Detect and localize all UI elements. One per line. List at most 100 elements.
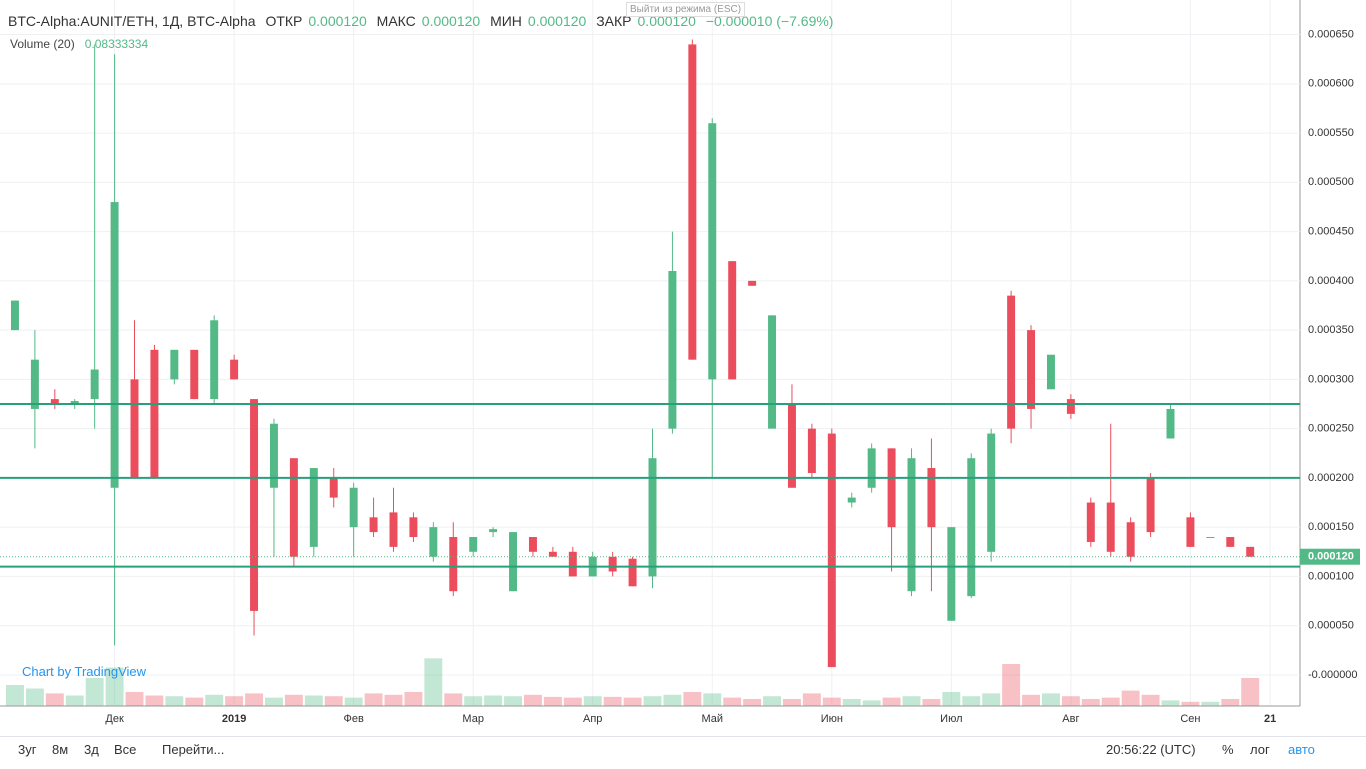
x-tick-label: Дек xyxy=(105,713,124,725)
x-tick-label: Июл xyxy=(940,713,962,725)
candle-body xyxy=(389,512,398,547)
candle-body xyxy=(907,458,916,592)
volume-bar xyxy=(643,696,662,706)
range-button[interactable]: Все xyxy=(114,742,137,757)
volume-bar xyxy=(65,695,84,706)
label[interactable]: Volume (20) xyxy=(10,37,75,51)
candle-body xyxy=(887,448,896,528)
range-button[interactable]: 8м xyxy=(52,742,69,757)
candle-body xyxy=(269,423,278,488)
candle-body xyxy=(1027,330,1036,409)
volume-bar xyxy=(1221,699,1240,706)
candle-body xyxy=(509,532,518,592)
candle-body xyxy=(807,428,816,473)
percent-button[interactable]: % xyxy=(1222,742,1234,757)
volume-bar xyxy=(5,685,24,706)
volume-bar xyxy=(523,694,542,706)
candle-body xyxy=(987,433,996,552)
y-tick-label: 0.000100 xyxy=(1308,570,1354,582)
x-tick-label: Авг xyxy=(1062,713,1079,725)
y-tick-label: 0.000050 xyxy=(1308,620,1354,632)
y-tick-label: 0.000200 xyxy=(1308,472,1354,484)
candle-body xyxy=(30,359,39,409)
volume-bar xyxy=(304,695,323,706)
volume-bar xyxy=(902,696,921,706)
y-tick-label: 0.000150 xyxy=(1308,521,1354,533)
value: 0.000120 xyxy=(421,13,481,29)
candle-body xyxy=(429,527,438,557)
volume-bar xyxy=(264,697,283,706)
x-tick-label: Мар xyxy=(462,713,484,725)
candle-body xyxy=(1046,354,1055,390)
range-button[interactable]: 3д xyxy=(84,742,99,757)
volume-bar xyxy=(85,678,104,706)
candle-body xyxy=(289,458,298,557)
volume-bar xyxy=(663,694,682,706)
volume-bar xyxy=(25,688,44,706)
volume-bar xyxy=(723,697,742,706)
volume-legend: Volume (20) 0.08333334 xyxy=(10,37,148,51)
label: ЗАКР xyxy=(596,13,632,29)
candle-body xyxy=(250,399,259,611)
candle-body xyxy=(349,487,358,528)
candle-body xyxy=(628,558,637,587)
volume-bar xyxy=(922,699,941,706)
volume-bar xyxy=(404,692,423,706)
volume-bar xyxy=(1241,678,1260,706)
volume-bar xyxy=(1061,696,1080,706)
volume-bar xyxy=(464,696,483,706)
volume-bar xyxy=(125,692,144,706)
candle-body xyxy=(50,399,59,405)
volume-bar xyxy=(1041,693,1060,706)
candle-body xyxy=(728,261,737,380)
range-button[interactable]: 3уг xyxy=(18,742,37,757)
watermark[interactable]: Chart by TradingView xyxy=(22,664,147,679)
y-tick-label: 0.000550 xyxy=(1308,127,1354,139)
candle-body xyxy=(10,300,19,331)
candle-body xyxy=(90,369,99,400)
legend: BTC-Alpha:AUNIT/ETH, 1Д, BTC-Alpha ОТКР 0… xyxy=(8,13,839,29)
candle-body xyxy=(608,556,617,572)
label: ОТКР xyxy=(265,13,303,29)
candle-body xyxy=(927,468,936,528)
auto-button[interactable]: авто xyxy=(1288,742,1315,757)
candle-body xyxy=(1146,477,1155,533)
y-tick-label: 0.000250 xyxy=(1308,423,1354,435)
candle-body xyxy=(1106,502,1115,552)
candle-body xyxy=(409,517,418,538)
candle-body xyxy=(369,517,378,533)
label: МИН xyxy=(490,13,522,29)
candle-body xyxy=(1226,537,1235,547)
candle-body xyxy=(130,379,139,478)
candle-body xyxy=(329,477,338,498)
candle-body xyxy=(1126,522,1135,557)
y-tick-label: 0.000600 xyxy=(1308,78,1354,90)
candle-body xyxy=(867,448,876,488)
x-tick-label: Фев xyxy=(343,713,363,725)
exit-hint[interactable]: Выйти из режима (ESC) xyxy=(626,2,746,17)
volume-bar xyxy=(583,696,602,706)
volume-bar xyxy=(782,699,801,706)
candle-body xyxy=(170,349,179,380)
volume-bar xyxy=(882,697,901,706)
candle-body xyxy=(1186,517,1195,547)
goto-button[interactable]: Перейти... xyxy=(162,742,225,757)
candle-body xyxy=(648,458,657,577)
symbol[interactable]: BTC-Alpha:AUNIT/ETH, 1Д, BTC-Alpha xyxy=(8,13,256,29)
volume-bar xyxy=(802,693,821,706)
volume-bar xyxy=(842,699,861,706)
log-button[interactable]: лог xyxy=(1250,742,1270,757)
value: 0.000120 xyxy=(527,13,587,29)
volume-bar xyxy=(225,696,244,706)
value: 0.000120 xyxy=(637,13,696,29)
candle-body xyxy=(190,349,199,400)
volume-bar xyxy=(1022,694,1041,706)
volume-bar xyxy=(145,695,164,706)
volume-bar xyxy=(245,693,264,706)
value: 0.08333334 xyxy=(84,37,149,51)
volume-bar xyxy=(344,697,363,706)
y-tick-label: 0.000350 xyxy=(1308,324,1354,336)
change: −0.000010 (−7.69%) xyxy=(705,13,834,29)
volume-bar xyxy=(623,697,642,706)
